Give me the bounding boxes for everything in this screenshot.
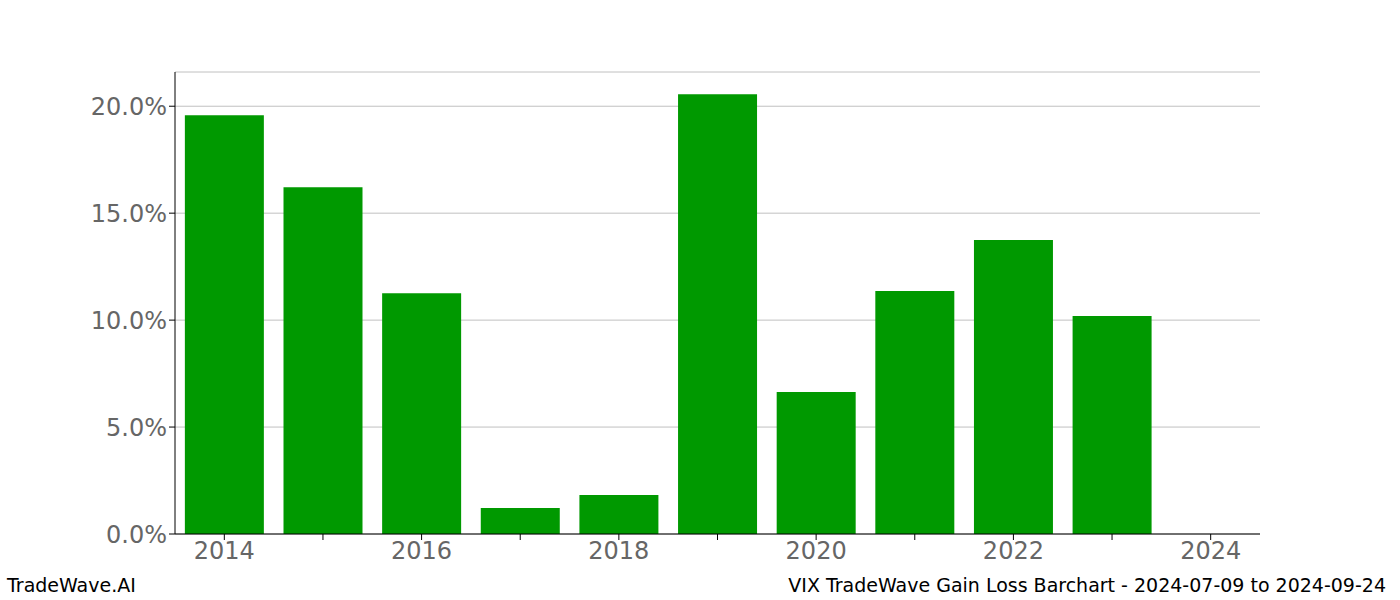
svg-text:10.0%: 10.0% xyxy=(91,307,167,335)
svg-text:2024: 2024 xyxy=(1180,537,1241,565)
svg-text:2022: 2022 xyxy=(983,537,1044,565)
html-text:TradeWave.AI: TradeWave.AI xyxy=(7,574,136,596)
html-text:VIX TradeWave Gain Loss Barcha: VIX TradeWave Gain Loss Barchart - 2024-… xyxy=(788,574,1386,596)
svg-text:2020: 2020 xyxy=(786,537,847,565)
svg-text:20.0%: 20.0% xyxy=(91,93,167,121)
svg-text:5.0%: 5.0% xyxy=(106,414,167,442)
svg-text:0.0%: 0.0% xyxy=(106,521,167,549)
svg-text:15.0%: 15.0% xyxy=(91,200,167,228)
svg-text:2014: 2014 xyxy=(194,537,255,565)
svg-text:2018: 2018 xyxy=(588,537,649,565)
svg-text:2016: 2016 xyxy=(391,537,452,565)
